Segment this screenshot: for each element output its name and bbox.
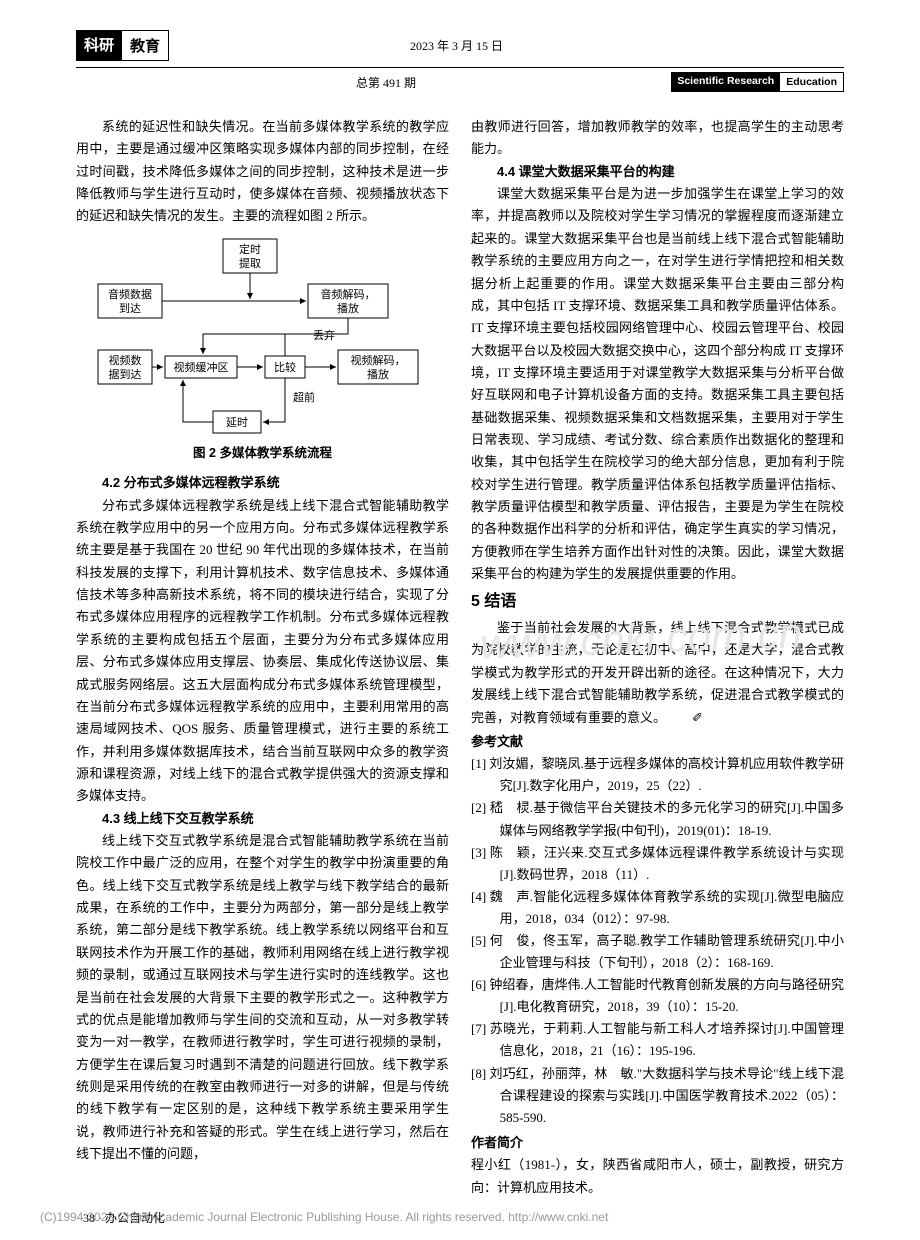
two-column-layout: 系统的延迟性和缺失情况。在当前多媒体教学系统的教学应用中，主要是通过缓冲区策略实… <box>76 116 844 1199</box>
body-text: 由教师进行回答，增加教师教学的效率，也提高学生的主动思考能力。 <box>471 116 844 161</box>
english-tabs: Scientific Research Education <box>671 72 844 92</box>
right-column: 由教师进行回答，增加教师教学的效率，也提高学生的主动思考能力。 4.4 课堂大数… <box>471 116 844 1199</box>
svg-text:视频数: 视频数 <box>108 353 141 367</box>
body-text: 线上线下交互式教学系统是混合式智能辅助教学系统在当前院校工作中最广泛的应用，在整… <box>76 830 449 1165</box>
svg-text:超前: 超前 <box>293 390 315 404</box>
figure-2: 定时 提取 音频数据 到达 音频解码， 播放 视频数 据到达 视 <box>76 236 449 465</box>
body-text: 课堂大数据采集平台是为进一步加强学生在课堂上学习的效率，并提高教师以及院校对学生… <box>471 183 844 585</box>
reference-item: [7] 苏晓光，于莉莉.人工智能与新工科人才培养探讨[J].中国管理信息化，20… <box>471 1018 844 1062</box>
eng-tab-light: Education <box>780 72 844 92</box>
svg-text:定时: 定时 <box>239 242 261 256</box>
body-text: 分布式多媒体远程教学系统是线上线下混合式智能辅助教学系统在教学应用中的另一个应用… <box>76 495 449 808</box>
page-content: 科研 教育 2023 年 3 月 15 日 总第 491 期 Scientifi… <box>0 0 920 1226</box>
svg-text:视频解码，: 视频解码， <box>350 353 405 367</box>
pen-icon: ✐ <box>666 707 703 729</box>
author-bio-title: 作者简介 <box>471 1132 844 1154</box>
svg-text:播放: 播放 <box>367 367 389 381</box>
svg-text:丢弃: 丢弃 <box>313 328 335 342</box>
svg-text:音频解码，: 音频解码， <box>320 287 375 301</box>
reference-item: [1] 刘汝媚，黎晓凤.基于远程多媒体的高校计算机应用软件教学研究[J].数字化… <box>471 753 844 797</box>
reference-item: [2] 嵇 棂.基于微信平台关键技术的多元化学习的研究[J].中国多媒体与网络教… <box>471 797 844 841</box>
left-column: 系统的延迟性和缺失情况。在当前多媒体教学系统的教学应用中，主要是通过缓冲区策略实… <box>76 116 449 1199</box>
heading-5: 5 结语 <box>471 588 844 616</box>
body-text: 系统的延迟性和缺失情况。在当前多媒体教学系统的教学应用中，主要是通过缓冲区策略实… <box>76 116 449 228</box>
heading-4-2: 4.2 分布式多媒体远程教学系统 <box>76 472 449 494</box>
publication-date: 2023 年 3 月 15 日 <box>69 37 844 54</box>
header-bar: 科研 教育 2023 年 3 月 15 日 <box>76 30 844 61</box>
conclusion-text: 鉴于当前社会发展的大背景，线上线下混合式教学模式已成为院校教学的主流，无论是在初… <box>471 620 844 724</box>
references-title: 参考文献 <box>471 731 844 753</box>
heading-4-4: 4.4 课堂大数据采集平台的构建 <box>471 161 844 183</box>
reference-item: [5] 何 俊，佟玉军，高子聪.教学工作辅助管理系统研究[J].中小企业管理与科… <box>471 930 844 974</box>
svg-text:视频缓冲区: 视频缓冲区 <box>173 360 228 374</box>
svg-text:比较: 比较 <box>274 360 296 374</box>
svg-text:据到达: 据到达 <box>108 367 141 381</box>
svg-text:提取: 提取 <box>239 257 261 270</box>
svg-text:音频数据: 音频数据 <box>108 287 152 301</box>
copyright-footer: (C)1994-2023 China Academic Journal Elec… <box>0 1210 920 1224</box>
figure-caption: 图 2 多媒体教学系统流程 <box>76 443 449 465</box>
svg-text:播放: 播放 <box>337 301 359 315</box>
header-divider: 总第 491 期 Scientific Research Education <box>76 67 844 92</box>
eng-tab-dark: Scientific Research <box>671 72 780 92</box>
reference-item: [4] 魏 声.智能化远程多媒体体育教学系统的实现[J].微型电脑应用，2018… <box>471 886 844 930</box>
heading-4-3: 4.3 线上线下交互教学系统 <box>76 808 449 830</box>
reference-item: [3] 陈 颖，汪兴来.交互式多媒体远程课件教学系统设计与实现[J].数码世界，… <box>471 842 844 886</box>
svg-text:到达: 到达 <box>119 302 141 315</box>
reference-item: [8] 刘巧红，孙丽萍，林 敏."大数据科学与技术导论"线上线下混合课程建设的探… <box>471 1063 844 1129</box>
issue-number: 总第 491 期 <box>356 74 416 91</box>
flowchart-svg: 定时 提取 音频数据 到达 音频解码， 播放 视频数 据到达 视 <box>93 236 433 441</box>
reference-item: [6] 钟绍春，唐烨伟.人工智能时代教育创新发展的方向与路径研究[J].电化教育… <box>471 974 844 1018</box>
author-bio: 程小红（1981-），女，陕西省咸阳市人，硕士，副教授，研究方向：计算机应用技术… <box>471 1154 844 1199</box>
body-text: 鉴于当前社会发展的大背景，线上线下混合式教学模式已成为院校教学的主流，无论是在初… <box>471 617 844 729</box>
svg-text:延时: 延时 <box>226 416 248 429</box>
